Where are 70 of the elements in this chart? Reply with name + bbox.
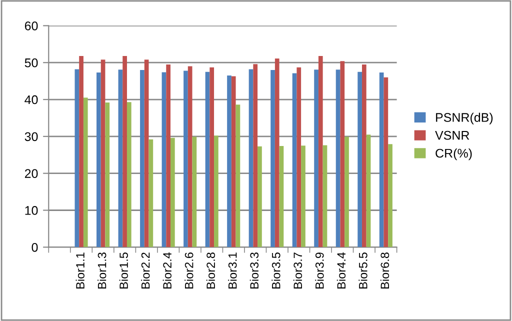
x-tick-label: Bior2.6: [184, 252, 194, 288]
x-tick-label: Bior3.1: [228, 252, 237, 288]
bar: [366, 134, 371, 248]
x-tick-label: Bior2.2: [141, 252, 150, 288]
x-tick-label: Bior4.4: [336, 252, 346, 288]
x-tick-label: Bior1.1: [76, 252, 84, 288]
bar: [148, 139, 154, 248]
bar: [170, 138, 175, 248]
x-tick-label: Bior3.3: [250, 252, 259, 288]
y-tick-label: 0: [32, 242, 38, 252]
y-tick-label: 50: [24, 58, 38, 68]
bar: [296, 67, 302, 248]
bar: [83, 98, 88, 248]
bar: [74, 69, 80, 248]
bar: [79, 56, 84, 248]
bar: [227, 76, 232, 248]
legend-label: VSNR: [435, 130, 470, 140]
bar: [105, 102, 110, 248]
x-tick-label: Bior2.4: [162, 252, 172, 288]
x-tick-label: Bior5.5: [358, 252, 368, 288]
bar: [292, 73, 297, 248]
bar: [253, 64, 258, 248]
x-tick-label: Bior3.7: [293, 252, 302, 288]
bar: [258, 146, 262, 248]
x-tick-label: Bior1.3: [98, 252, 106, 288]
bar: [122, 56, 127, 248]
y-tick-label: 60: [24, 21, 38, 30]
bar: [126, 102, 132, 248]
bar: [379, 72, 384, 248]
bar: [144, 60, 149, 248]
bar: [236, 104, 240, 248]
bar: [214, 136, 218, 248]
bar: [274, 58, 280, 248]
legend-label: CR(%): [436, 148, 472, 160]
legend-label: PSNR(dB): [436, 112, 493, 124]
x-tick-label: Bior1.5: [119, 252, 128, 288]
bar: [96, 72, 101, 248]
bar: [184, 70, 188, 248]
bar: [388, 144, 392, 248]
bar: [322, 145, 328, 248]
bar: [358, 72, 362, 248]
bar: [344, 136, 349, 248]
bar: [205, 72, 210, 248]
x-tick-label: Bior6.8: [380, 252, 390, 288]
x-tick-label: Bior2.8: [206, 252, 216, 288]
bar: [248, 69, 254, 248]
bar: [188, 66, 192, 248]
bar: [318, 56, 323, 248]
x-tick-label: Bior3.9: [315, 252, 324, 288]
bar: [279, 146, 284, 248]
y-tick-label: 30: [24, 132, 38, 142]
bar: [301, 146, 306, 248]
bar: [162, 72, 166, 248]
bar: [140, 70, 144, 248]
bar: [270, 70, 275, 248]
y-tick-label: 40: [24, 95, 38, 104]
bar: [362, 64, 366, 248]
y-tick-label: 10: [25, 206, 38, 215]
bar: [166, 64, 170, 248]
bar: [384, 77, 388, 248]
bar: [192, 136, 197, 248]
bar: [314, 70, 318, 248]
bar: [336, 70, 340, 248]
bar: [118, 70, 123, 248]
y-tick-label: 20: [24, 169, 38, 178]
x-tick-label: Bior3.5: [272, 252, 280, 288]
bar: [100, 60, 106, 248]
bar: [210, 67, 214, 248]
bar: [340, 61, 345, 248]
bar: [231, 76, 236, 248]
